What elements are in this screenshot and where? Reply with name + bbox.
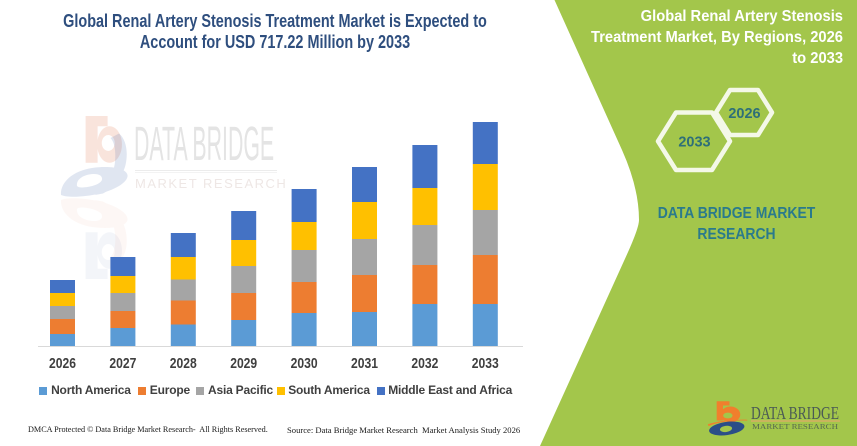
- svg-text:2030: 2030: [291, 356, 318, 372]
- svg-text:2028: 2028: [170, 356, 197, 372]
- svg-text:2026: 2026: [49, 356, 76, 372]
- svg-text:2033: 2033: [678, 135, 710, 151]
- svg-text:DATA BRIDGE: DATA BRIDGE: [751, 403, 839, 423]
- svg-text:2026: 2026: [728, 106, 760, 122]
- svg-text:2031: 2031: [351, 356, 378, 372]
- svg-text:2029: 2029: [230, 356, 257, 372]
- svg-text:2032: 2032: [411, 356, 438, 372]
- svg-text:2033: 2033: [472, 356, 499, 372]
- svg-text:MARKET RESEARCH: MARKET RESEARCH: [752, 423, 838, 431]
- svg-text:2027: 2027: [109, 356, 136, 372]
